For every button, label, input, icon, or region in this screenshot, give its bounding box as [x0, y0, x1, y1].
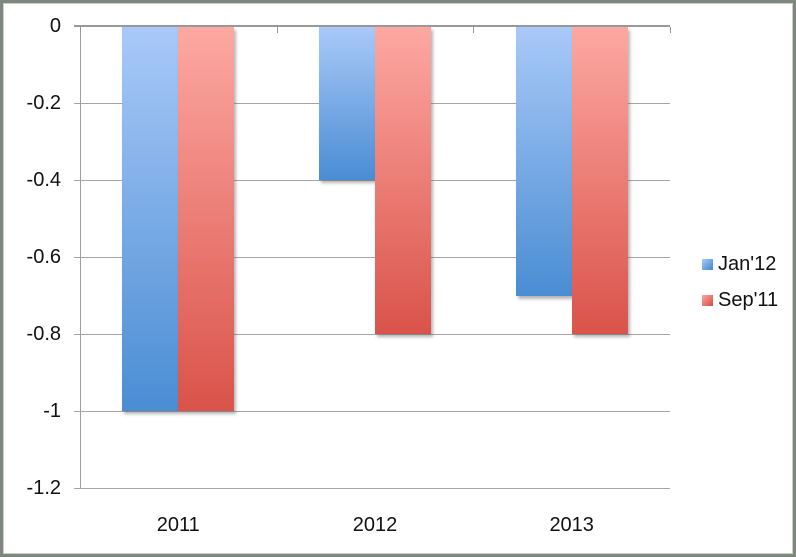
bar-sep11-2012 — [375, 27, 431, 334]
y-gridline — [74, 257, 670, 258]
legend: Jan'12 Sep'11 — [702, 253, 779, 326]
y-axis-tick-label: -1.2 — [26, 477, 61, 499]
bar-jan12-2013 — [515, 27, 572, 296]
category-tick — [80, 27, 81, 33]
bar-sep11-2011 — [178, 27, 235, 411]
x-axis-category-label: 2013 — [549, 514, 594, 536]
category-tick — [276, 27, 278, 33]
category-tick — [473, 27, 475, 33]
legend-swatch-icon — [702, 259, 713, 270]
x-axis-zero-line — [74, 25, 670, 27]
legend-entry-sep11: Sep'11 — [702, 289, 779, 311]
y-gridline — [74, 334, 670, 335]
y-axis-tick-label: -0.6 — [26, 246, 61, 268]
y-axis-tick-label: -1 — [43, 400, 61, 422]
bar-jan12-2011 — [122, 27, 179, 411]
category-tick — [670, 27, 671, 33]
y-axis-tick-label: -0.4 — [26, 169, 61, 191]
y-gridline — [74, 488, 670, 489]
y-axis-line — [80, 26, 81, 488]
legend-label: Jan'12 — [718, 253, 777, 275]
y-gridline — [74, 180, 670, 181]
bar-jan12-2012 — [319, 27, 375, 180]
legend-entry-jan12: Jan'12 — [702, 253, 778, 275]
y-axis-tick-label: 0 — [49, 15, 61, 37]
legend-label: Sep'11 — [718, 289, 779, 311]
legend-swatch-icon — [702, 295, 713, 306]
y-axis-tick-label: -0.2 — [26, 92, 61, 114]
x-axis-category-label: 2012 — [352, 514, 398, 536]
bar-sep11-2013 — [571, 27, 628, 334]
y-gridline — [74, 411, 670, 412]
y-axis-tick-label: -0.8 — [26, 323, 61, 345]
x-axis-category-label: 2011 — [156, 514, 200, 536]
